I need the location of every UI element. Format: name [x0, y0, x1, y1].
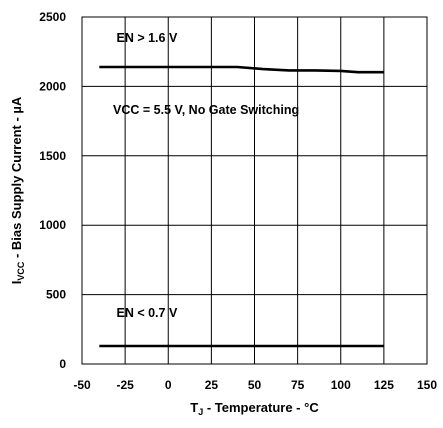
x-tick-label: 25: [205, 378, 219, 392]
y-tick-label: 1500: [39, 149, 66, 163]
annotations: EN > 1.6 V VCC = 5.5 V, No Gate Switching…: [113, 31, 299, 320]
x-tick-label: 100: [331, 378, 351, 392]
y-tick-labels: 0 500 1000 1500 2000 2500: [39, 10, 66, 371]
x-tick-label: -25: [116, 378, 134, 392]
y-tick-label: 1000: [39, 218, 66, 232]
x-tick-label: 50: [248, 378, 262, 392]
x-axis-title: TJ - Temperature - °C: [190, 400, 319, 417]
x-tick-label: 150: [417, 378, 437, 392]
x-tick-label: 0: [165, 378, 172, 392]
plot-area-frame: [81, 16, 428, 365]
grid-lines: [81, 16, 428, 365]
chart-annotation: EN > 1.6 V: [117, 31, 178, 45]
x-tick-label: 125: [374, 378, 394, 392]
y-tick-label: 2000: [39, 79, 66, 93]
y-tick-label: 500: [46, 288, 66, 302]
series-layer: [99, 65, 384, 348]
chart-annotation: VCC = 5.5 V, No Gate Switching: [113, 103, 299, 117]
y-tick-label: 2500: [39, 10, 66, 24]
x-tick-labels: -50 -25 0 25 50 75 100 125 150: [73, 378, 437, 392]
series-line-1: [99, 65, 384, 74]
x-tick-label: 75: [291, 378, 305, 392]
y-axis-title: IVCC - Bias Supply Current - µA: [9, 96, 26, 284]
chart-annotation: EN < 0.7 V: [117, 306, 178, 320]
x-tick-label: -50: [73, 378, 91, 392]
y-tick-label: 0: [59, 357, 66, 371]
